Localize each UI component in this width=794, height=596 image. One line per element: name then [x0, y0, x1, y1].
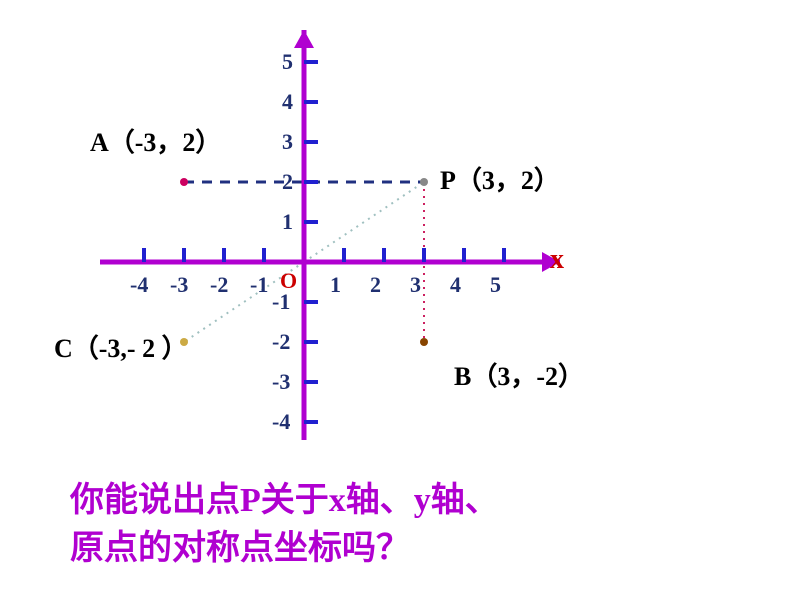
x-tick--2: -2 — [210, 272, 228, 298]
x-tick--4: -4 — [130, 272, 148, 298]
y-tick-4: 4 — [282, 89, 293, 115]
x-tick--1: -1 — [250, 272, 268, 298]
y-tick-2: 2 — [282, 169, 293, 195]
label-P: P（3，2） — [440, 160, 560, 197]
x-tick-5: 5 — [490, 272, 501, 298]
label-B: B（3，-2） — [454, 356, 584, 393]
label-A: A（-3，2） — [90, 122, 221, 159]
y-tick--4: -4 — [272, 409, 290, 435]
label-C: C（-3,- 2 ） — [54, 328, 188, 365]
x-tick-1: 1 — [330, 272, 341, 298]
x-tick-3: 3 — [410, 272, 421, 298]
x-tick--3: -3 — [170, 272, 188, 298]
y-tick--2: -2 — [272, 329, 290, 355]
question-line1: 你能说出点P关于x轴、y轴、 — [70, 472, 499, 521]
y-tick-5: 5 — [282, 49, 293, 75]
y-tick-3: 3 — [282, 129, 293, 155]
x-tick-4: 4 — [450, 272, 461, 298]
y-tick--3: -3 — [272, 369, 290, 395]
x-tick-2: 2 — [370, 272, 381, 298]
x-axis-label: x — [550, 244, 564, 276]
y-tick-1: 1 — [282, 209, 293, 235]
question-line2: 原点的对称点坐标吗？ — [70, 520, 410, 569]
origin-label: O — [280, 268, 297, 294]
